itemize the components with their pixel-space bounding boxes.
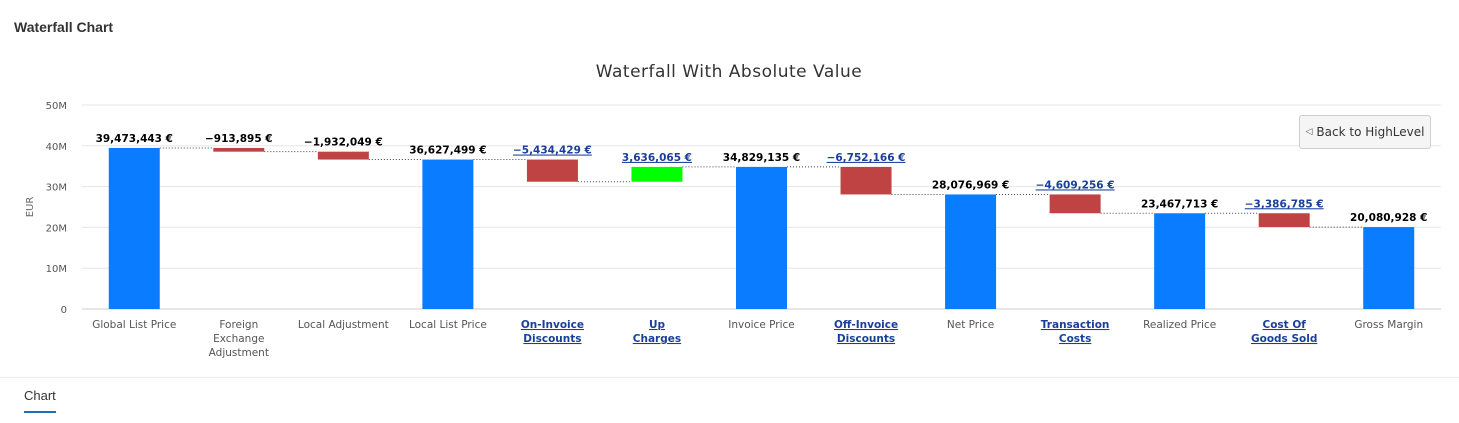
y-tick-label: 40M — [46, 142, 67, 153]
data-label[interactable]: −4,609,256 € — [1036, 179, 1115, 191]
x-tick-label: Global List Price — [92, 319, 176, 331]
tab-chart[interactable]: Chart — [24, 388, 56, 413]
chart-title: Waterfall With Absolute Value — [596, 62, 862, 82]
y-axis-label: EUR — [25, 197, 36, 218]
back-to-highlevel-button[interactable]: ◁ Back to HighLevel — [1299, 115, 1431, 149]
x-tick-label[interactable]: Discounts — [523, 333, 581, 345]
bar[interactable] — [1049, 194, 1101, 214]
data-label[interactable]: −3,386,785 € — [1245, 198, 1324, 210]
bar[interactable] — [1154, 213, 1206, 309]
x-tick-label[interactable]: Charges — [633, 333, 681, 345]
x-tick-label[interactable]: Discounts — [837, 333, 895, 345]
y-tick-label: 10M — [46, 264, 67, 275]
y-tick-label: 20M — [46, 223, 67, 234]
x-tick-label[interactable]: Costs — [1059, 333, 1091, 345]
tab-divider — [0, 377, 1459, 378]
x-tick-label: Local List Price — [409, 319, 487, 331]
x-tick-label: Realized Price — [1143, 319, 1216, 331]
y-tick-label: 30M — [46, 183, 67, 194]
data-label: 36,627,499 € — [409, 145, 486, 157]
x-tick-label[interactable]: Transaction — [1041, 319, 1110, 331]
bar[interactable] — [945, 194, 997, 309]
bar[interactable] — [422, 159, 474, 309]
bars — [108, 147, 1415, 309]
triangle-left-icon: ◁ — [1305, 127, 1313, 137]
y-tick-label: 0 — [61, 305, 67, 316]
x-tick-label: Exchange — [213, 333, 264, 345]
x-tick-label: Invoice Price — [728, 319, 795, 331]
bar[interactable] — [1363, 227, 1415, 309]
data-label: 23,467,713 € — [1141, 198, 1218, 210]
x-tick-label[interactable]: Goods Sold — [1251, 333, 1317, 345]
data-label: 39,473,443 € — [96, 133, 173, 145]
x-tick-label[interactable]: Up — [649, 319, 666, 331]
bar[interactable] — [526, 159, 578, 182]
x-tick-label[interactable]: Cost Of — [1263, 319, 1307, 331]
x-tick-label: Foreign — [219, 319, 258, 331]
data-label[interactable]: 3,636,065 € — [622, 152, 692, 164]
x-tick-label[interactable]: On-Invoice — [521, 319, 584, 331]
x-tick-label: Local Adjustment — [298, 319, 389, 331]
x-tick-label: Gross Margin — [1354, 319, 1423, 331]
bar[interactable] — [317, 151, 369, 160]
data-label: 34,829,135 € — [723, 152, 800, 164]
x-tick-label: Net Price — [947, 319, 994, 331]
data-label: 20,080,928 € — [1350, 212, 1427, 224]
y-tick-label: 50M — [46, 101, 67, 112]
bar[interactable] — [736, 166, 787, 309]
bar[interactable] — [1258, 213, 1310, 228]
x-tick-label[interactable]: Off-Invoice — [834, 319, 898, 331]
data-labels: 39,473,443 € −913,895 € −1,932,049 € 36,627… — [96, 133, 1428, 224]
bar[interactable] — [108, 147, 160, 309]
bar[interactable] — [631, 166, 683, 182]
y-axis-ticks: 0 10M 20M 30M 40M 50M — [46, 101, 67, 316]
back-button-label: Back to HighLevel — [1316, 125, 1425, 139]
data-label: −913,895 € — [205, 133, 273, 145]
data-label: −1,932,049 € — [304, 137, 383, 149]
data-label: 28,076,969 € — [932, 179, 1009, 191]
x-axis-ticks: Global List Price Foreign Exchange Adjustme… — [92, 319, 1423, 359]
waterfall-chart: Waterfall With Absolute Value EUR 0 10M 20… — [25, 62, 1441, 359]
data-label[interactable]: −5,434,429 € — [513, 145, 592, 157]
x-tick-label: Adjustment — [209, 347, 269, 359]
bar[interactable] — [840, 166, 892, 195]
data-label[interactable]: −6,752,166 € — [827, 152, 906, 164]
bar[interactable] — [213, 147, 265, 152]
panel-title: Waterfall Chart — [14, 19, 114, 35]
